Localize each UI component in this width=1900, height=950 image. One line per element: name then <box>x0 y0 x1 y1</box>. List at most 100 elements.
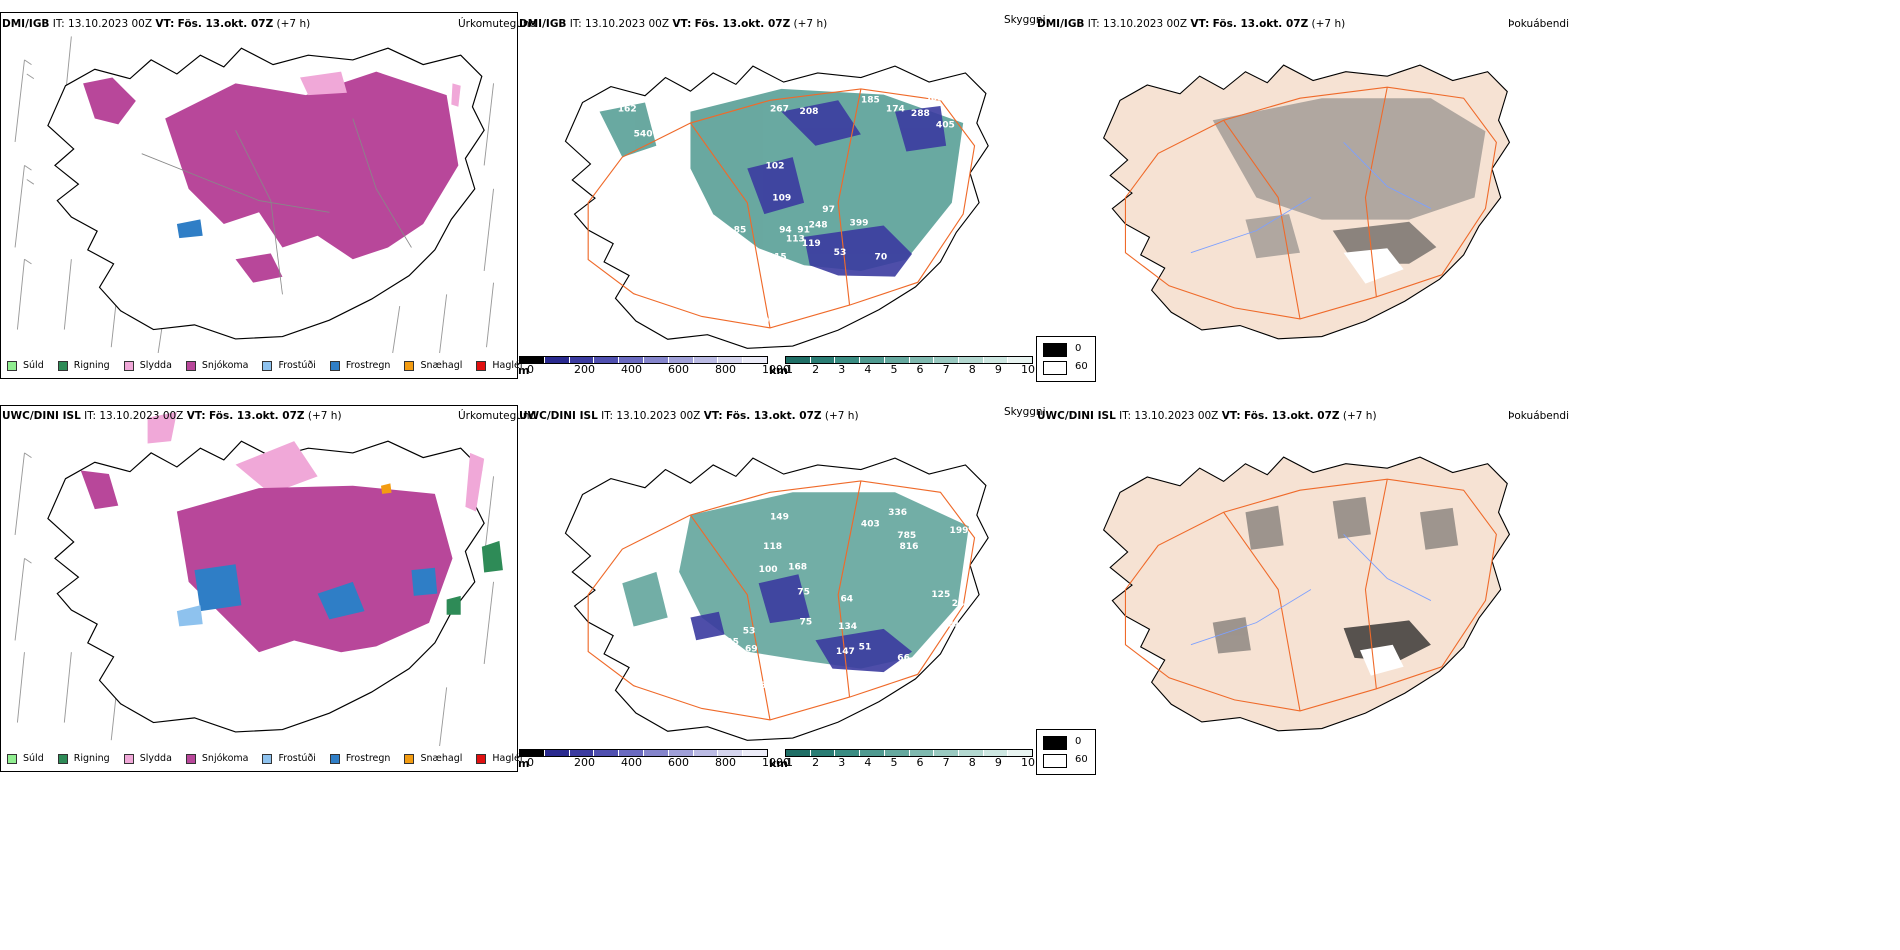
colorbar-tick: 800 <box>715 756 736 769</box>
colorbar-segment <box>909 750 935 756</box>
colorbar-segment <box>958 357 984 363</box>
legend-swatch <box>262 753 273 764</box>
visibility-colorbar-bottom <box>785 749 1033 757</box>
legend-swatch <box>329 753 340 764</box>
colorbar-segment <box>520 750 545 756</box>
ceiling-value-label: 199 <box>950 526 969 536</box>
ceiling-value-label: 816 <box>900 542 919 552</box>
colorbar-tick: 800 <box>715 363 736 376</box>
ceiling-value-label: 147 <box>836 647 855 657</box>
ceiling-value-label: 405 <box>936 121 955 131</box>
ceiling-value-label: 53 <box>834 248 847 258</box>
ceiling-value-label: 109 <box>738 695 757 705</box>
ceiling-value-label: 383 <box>925 93 944 103</box>
colorbar-tick: 2 <box>812 363 820 376</box>
visibility-colorbar-top <box>785 356 1033 364</box>
colorbar-tick: 3 <box>838 363 846 376</box>
legend-item-5: Frostregn <box>329 753 390 764</box>
legend-label: Rigning <box>73 360 110 371</box>
header-top-mid: DMI/IGB IT: 13.10.2023 00Z VT: Fös. 13.o… <box>519 18 828 30</box>
snow-areas <box>83 71 459 283</box>
colorbar-tick: 600 <box>668 363 689 376</box>
fog-map-bottom <box>1103 456 1511 732</box>
colorbar-tick: 400 <box>621 756 642 769</box>
ceiling-colorbar-bottom <box>519 749 768 757</box>
colorbar-tick: 9 <box>994 363 1002 376</box>
ceiling-value-label: 109 <box>772 193 791 203</box>
ceiling-value-label: 53 <box>713 246 726 256</box>
precip-map-bottom <box>14 411 503 746</box>
colorbar-segment <box>668 357 694 363</box>
colorbar-segment <box>810 357 836 363</box>
colorbar-segment <box>668 750 694 756</box>
precip-panel-bottom: Súld Rigning Slydda Snjókoma Frostúði Frostre… <box>0 405 523 772</box>
colorbar-segment <box>594 750 620 756</box>
legend-item-0: Súld <box>7 753 44 764</box>
colorbar-tick: 200 <box>574 756 595 769</box>
ceiling-value-label: 115 <box>768 253 787 263</box>
colorbar-segment <box>860 750 885 756</box>
ceiling-value-label: 70 <box>875 253 888 263</box>
ceiling-value-label: 248 <box>809 221 828 231</box>
ceiling-value-label: 66 <box>897 654 910 664</box>
precip-legend-bottom: Súld Rigning Slydda Snjókoma Frostúði Frostre… <box>7 753 537 764</box>
ceiling-unit-bottom: m <box>518 757 530 770</box>
visibility-unit-top: km <box>769 364 788 377</box>
fog-legend-white <box>1043 361 1067 375</box>
ceiling-map-top: 162 540 267 208 185 174 288 383 405 102 109 97 248 39… <box>564 65 989 349</box>
legend-swatch <box>123 360 134 371</box>
legend-swatch <box>262 360 273 371</box>
colorbar-segment <box>569 357 595 363</box>
colorbar-segment <box>835 357 861 363</box>
ceiling-value-label: 148 <box>654 264 673 274</box>
visibility-unit-bottom: km <box>769 757 788 770</box>
colorbar-segment <box>1008 357 1033 363</box>
legend-label: Haglél <box>492 753 523 764</box>
ceiling-value-label: 540 <box>634 130 653 140</box>
ceiling-value-label: 134 <box>838 622 857 632</box>
legend-label: Frostúði <box>278 753 316 764</box>
colorbar-tick: 1 <box>786 363 793 376</box>
panel-title-precip-bottom: Úrkomutegund <box>458 410 537 422</box>
colorbar-segment <box>983 357 1009 363</box>
legend-label: Súld <box>23 753 44 764</box>
legend-item-3: Snjókoma <box>185 360 248 371</box>
colorbar-segment <box>743 357 767 363</box>
colorbar-segment <box>718 357 744 363</box>
colorbar-segment <box>983 750 1009 756</box>
legend-item-1: Rigning <box>57 360 110 371</box>
legend-swatch <box>57 753 68 764</box>
legend-swatch <box>185 753 196 764</box>
ceiling-value-label: 92 <box>763 316 776 326</box>
colorbar-segment <box>934 357 959 363</box>
legend-item-1: Rigning <box>57 753 110 764</box>
ceiling-value-label: 75 <box>797 588 810 598</box>
ceiling-value-label: 17 <box>752 335 765 345</box>
ceiling-value-label: 125 <box>931 590 950 600</box>
colorbar-tick: 9 <box>994 756 1002 769</box>
legend-label: Frostúði <box>278 360 316 371</box>
fog-legend-bottom: 0 60 <box>1036 729 1096 775</box>
colorbar-tick: 1000 <box>762 363 790 376</box>
ceiling-value-label: 185 <box>861 96 880 106</box>
legend-swatch <box>404 360 415 371</box>
colorbar-tick: 200 <box>574 363 595 376</box>
colorbar-segment <box>1008 750 1033 756</box>
ceiling-value-label: 174 <box>886 105 905 115</box>
colorbar-segment <box>544 750 570 756</box>
legend-label: Haglél <box>492 360 523 371</box>
ceiling-value-label: 91 <box>797 225 810 235</box>
colorbar-tick: 1 <box>786 756 793 769</box>
header-bottom-right: UWC/DINI ISL IT: 13.10.2023 00Z VT: Fös.… <box>1037 410 1377 422</box>
colorbar-tick: 600 <box>668 756 689 769</box>
colorbar-segment <box>643 357 669 363</box>
colorbar-tick: 1000 <box>762 756 790 769</box>
legend-item-5: Frostregn <box>329 360 390 371</box>
colorbar-segment <box>909 357 935 363</box>
legend-item-2: Slydda <box>123 360 172 371</box>
ceiling-value-label: 403 <box>861 519 880 529</box>
ceiling-value-label: 785 <box>897 531 916 541</box>
colorbar-segment <box>860 357 885 363</box>
legend-swatch <box>123 753 134 764</box>
fog-legend-label-60: 60 <box>1075 754 1088 765</box>
